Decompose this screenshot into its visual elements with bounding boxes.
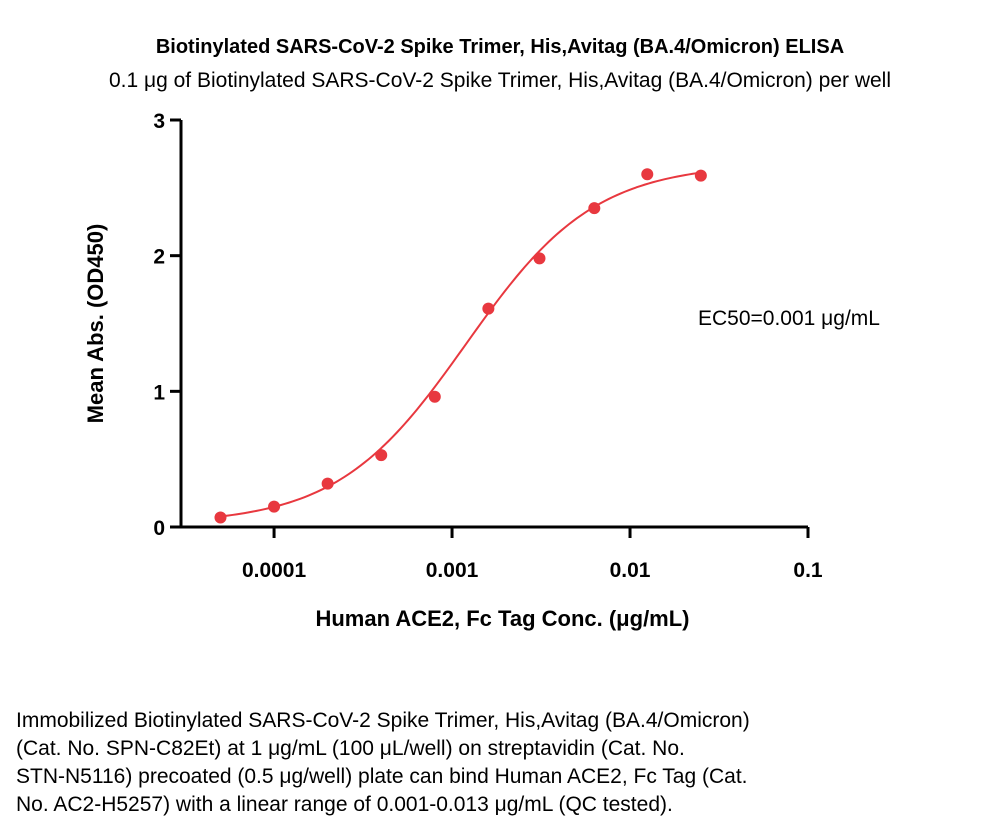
data-point bbox=[321, 477, 334, 490]
caption-line: Immobilized Biotinylated SARS-CoV-2 Spik… bbox=[16, 709, 750, 732]
caption-line: No. AC2-H5257) with a linear range of 0.… bbox=[16, 793, 673, 816]
x-tick-label: 0.001 bbox=[426, 559, 479, 582]
data-point bbox=[214, 511, 227, 524]
ec50-annotation: EC50=0.001 μg/mL bbox=[698, 307, 880, 330]
data-point bbox=[375, 449, 388, 462]
caption-line: (Cat. No. SPN-C82Et) at 1 μg/mL (100 μL/… bbox=[16, 737, 685, 760]
x-tick-label: 0.0001 bbox=[242, 559, 307, 582]
data-point bbox=[694, 169, 707, 182]
caption-line: STN-N5116) precoated (0.5 μg/well) plate… bbox=[16, 765, 748, 788]
data-point bbox=[641, 168, 654, 181]
y-tick-label: 1 bbox=[153, 381, 165, 404]
data-point bbox=[588, 202, 601, 215]
y-tick-label: 3 bbox=[153, 110, 165, 133]
fit-curve bbox=[220, 171, 701, 518]
y-tick-label: 2 bbox=[153, 246, 165, 269]
chart-subtitle: 0.1 μg of Biotinylated SARS-CoV-2 Spike … bbox=[108, 69, 891, 92]
x-tick-label: 0.01 bbox=[610, 559, 651, 582]
data-point bbox=[428, 390, 441, 403]
figure-caption: Immobilized Biotinylated SARS-CoV-2 Spik… bbox=[16, 707, 976, 819]
chart-title: Biotinylated SARS-CoV-2 Spike Trimer, Hi… bbox=[155, 36, 845, 58]
data-point bbox=[533, 252, 546, 265]
y-axis-label: Mean Abs. (OD450) bbox=[83, 224, 108, 424]
x-tick-label: 0.1 bbox=[793, 559, 823, 582]
elisa-chart: 0 1 2 3 0.0001 0.001 0.01 0.1 Human ACE2, Fc Tag… bbox=[83, 110, 880, 631]
data-point bbox=[268, 500, 281, 513]
x-axis-label: Human ACE2, Fc Tag Conc. (μg/mL) bbox=[315, 606, 689, 631]
y-tick-label: 0 bbox=[153, 517, 165, 540]
data-point bbox=[482, 302, 495, 315]
